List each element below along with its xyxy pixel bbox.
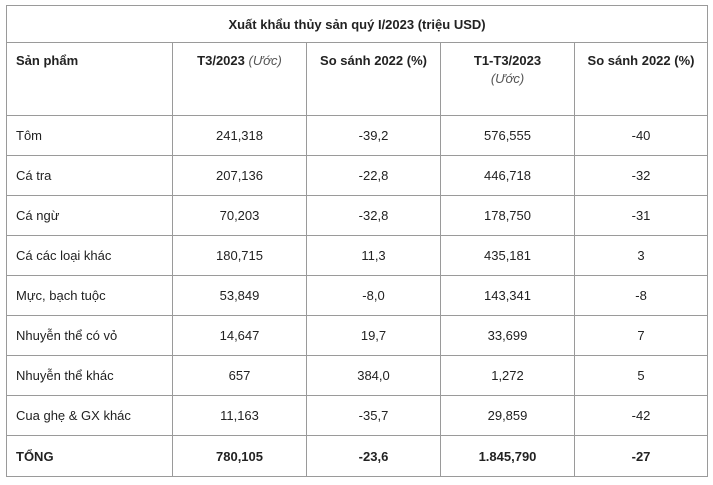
cell-compare-1: -32,8	[306, 195, 441, 236]
cell-t1t3: 29,859	[440, 395, 575, 436]
cell-product: Cá các loại khác	[6, 235, 173, 276]
cell-t1t3: 143,341	[440, 275, 575, 316]
cell-t1t3: 33,699	[440, 315, 575, 356]
cell-t3: 241,318	[172, 115, 307, 156]
header-t1t3-label: T1-T3/2023	[473, 53, 542, 68]
table-row: Mực, bạch tuộc 53,849 -8,0 143,341 -8	[6, 275, 709, 316]
cell-product: Cá ngừ	[6, 195, 173, 236]
cell-compare-1: -39,2	[306, 115, 441, 156]
header-t3-note: (Ước)	[248, 53, 282, 68]
cell-compare-1: 19,7	[306, 315, 441, 356]
cell-product: Cua ghẹ & GX khác	[6, 395, 173, 436]
total-t3: 780,105	[172, 435, 307, 477]
cell-compare-2: -32	[573, 155, 709, 196]
table-row: Cá tra 207,136 -22,8 446,718 -32	[6, 155, 709, 196]
cell-t3: 11,163	[172, 395, 307, 436]
table-title: Xuất khẩu thủy sản quý I/2023 (triệu USD…	[5, 5, 709, 43]
cell-compare-2: 7	[573, 315, 709, 356]
table-body: Tôm 241,318 -39,2 576,555 -40 Cá tra 207,136 -2…	[6, 115, 709, 436]
cell-product: Tôm	[6, 115, 173, 156]
cell-t1t3: 435,181	[440, 235, 575, 276]
header-t1t3-note: (Ước)	[490, 71, 525, 86]
cell-t1t3: 178,750	[440, 195, 575, 236]
cell-compare-2: 3	[573, 235, 709, 276]
total-label: TỔNG	[6, 435, 173, 477]
total-t1t3: 1.845,790	[440, 435, 575, 477]
header-compare-2: So sánh 2022 (%)	[573, 42, 709, 116]
cell-t3: 180,715	[172, 235, 307, 276]
table-row: Cá ngừ 70,203 -32,8 178,750 -31	[6, 195, 709, 236]
cell-compare-1: 384,0	[306, 355, 441, 396]
total-compare-2: -27	[573, 435, 709, 477]
cell-product: Nhuyễn thể có vỏ	[6, 315, 173, 356]
table-row: Nhuyễn thể khác 657 384,0 1,272 5	[6, 355, 709, 396]
cell-product: Nhuyễn thể khác	[6, 355, 173, 396]
cell-compare-1: -22,8	[306, 155, 441, 196]
table-row: Cua ghẹ & GX khác 11,163 -35,7 29,859 -42	[6, 395, 709, 436]
cell-t3: 53,849	[172, 275, 307, 316]
header-t3-label: T3/2023	[197, 53, 245, 68]
cell-compare-2: -42	[573, 395, 709, 436]
header-row: Sản phẩm T3/2023 (Ước) So sánh 2022 (%) …	[6, 42, 709, 116]
header-compare-1: So sánh 2022 (%)	[306, 42, 441, 116]
cell-t3: 657	[172, 355, 307, 396]
cell-t3: 14,647	[172, 315, 307, 356]
cell-compare-2: -31	[573, 195, 709, 236]
cell-t3: 70,203	[172, 195, 307, 236]
header-product: Sản phẩm	[6, 42, 173, 116]
cell-product: Cá tra	[6, 155, 173, 196]
export-table-container: Xuất khẩu thủy sản quý I/2023 (triệu USD…	[5, 5, 709, 477]
cell-t3: 207,136	[172, 155, 307, 196]
cell-compare-1: -35,7	[306, 395, 441, 436]
table-row: Nhuyễn thể có vỏ 14,647 19,7 33,699 7	[6, 315, 709, 356]
cell-product: Mực, bạch tuộc	[6, 275, 173, 316]
total-row: TỔNG 780,105 -23,6 1.845,790 -27	[6, 435, 709, 477]
cell-compare-1: -8,0	[306, 275, 441, 316]
cell-compare-2: -40	[573, 115, 709, 156]
header-t1t3: T1-T3/2023 (Ước)	[440, 42, 575, 116]
header-t3: T3/2023 (Ước)	[172, 42, 307, 116]
cell-compare-2: 5	[573, 355, 709, 396]
cell-t1t3: 1,272	[440, 355, 575, 396]
cell-compare-2: -8	[573, 275, 709, 316]
total-compare-1: -23,6	[306, 435, 441, 477]
cell-t1t3: 446,718	[440, 155, 575, 196]
table-row: Cá các loại khác 180,715 11,3 435,181 3	[6, 235, 709, 276]
export-table: Xuất khẩu thủy sản quý I/2023 (triệu USD…	[5, 5, 709, 477]
cell-compare-1: 11,3	[306, 235, 441, 276]
table-row: Tôm 241,318 -39,2 576,555 -40	[6, 115, 709, 156]
cell-t1t3: 576,555	[440, 115, 575, 156]
